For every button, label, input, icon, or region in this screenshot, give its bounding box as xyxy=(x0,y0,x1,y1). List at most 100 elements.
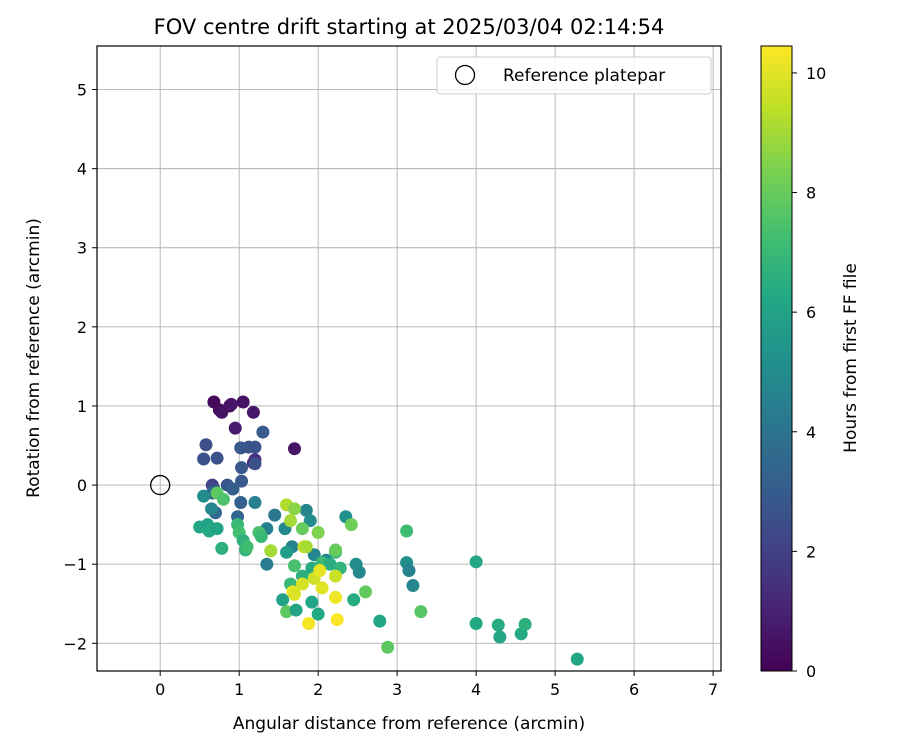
legend-label-reference: Reference platepar xyxy=(503,66,665,86)
x-tick-label: 2 xyxy=(313,680,323,699)
x-tick-label: 1 xyxy=(234,680,244,699)
colorbar-label: Hours from first FF file xyxy=(841,263,861,453)
data-point xyxy=(518,617,532,631)
x-tick-label: 5 xyxy=(550,680,560,699)
data-point xyxy=(248,440,262,454)
reference-marker-layer xyxy=(150,474,171,496)
data-point xyxy=(197,489,211,503)
data-point xyxy=(254,530,268,544)
reference-platepar-marker xyxy=(150,474,171,496)
data-point xyxy=(303,514,317,528)
data-point xyxy=(234,495,248,509)
data-point xyxy=(373,614,387,628)
data-point xyxy=(305,595,319,609)
colorbar: 0 2 4 6 8 10 Hours from first FF file xyxy=(760,45,861,681)
data-point xyxy=(287,587,301,601)
grid xyxy=(97,46,721,671)
data-point xyxy=(295,577,309,591)
plot-background xyxy=(97,46,721,671)
data-point xyxy=(199,438,213,452)
data-point xyxy=(299,540,313,554)
plot-frame xyxy=(96,45,722,672)
colorbar-gradient xyxy=(760,45,793,672)
data-point xyxy=(210,522,224,536)
data-point xyxy=(226,482,240,496)
y-tick-label: −2 xyxy=(63,634,87,653)
y-axis-label: Rotation from reference (arcmin) xyxy=(24,218,44,498)
y-tick-label: −1 xyxy=(63,555,87,574)
data-point xyxy=(287,442,301,456)
x-axis-ticks: 0 1 2 3 4 5 6 7 xyxy=(155,671,718,699)
data-point xyxy=(344,518,358,532)
y-tick-label: 2 xyxy=(77,318,87,337)
colorbar-tick-label: 10 xyxy=(806,64,826,83)
data-points xyxy=(193,395,584,666)
y-tick-label: 5 xyxy=(77,81,87,100)
data-point xyxy=(256,425,270,439)
y-tick-label: 1 xyxy=(77,397,87,416)
data-point xyxy=(491,618,505,632)
x-tick-label: 7 xyxy=(708,680,718,699)
y-tick-label: 0 xyxy=(77,476,87,495)
legend-marker-reference xyxy=(454,64,476,86)
data-point xyxy=(329,590,343,604)
y-tick-label: 3 xyxy=(77,239,87,258)
data-point xyxy=(469,555,483,569)
data-point xyxy=(284,514,298,528)
data-point xyxy=(313,564,327,578)
colorbar-tick-label: 6 xyxy=(806,303,816,322)
data-point xyxy=(299,503,313,517)
data-point xyxy=(235,461,249,475)
data-point xyxy=(264,544,278,558)
data-point xyxy=(197,452,211,466)
data-point xyxy=(469,617,483,631)
data-point xyxy=(287,502,301,516)
data-point xyxy=(329,543,343,557)
data-point xyxy=(289,603,303,617)
x-tick-label: 3 xyxy=(392,680,402,699)
data-point xyxy=(210,451,224,465)
data-point xyxy=(323,557,337,571)
data-point xyxy=(276,593,290,607)
x-axis-label: Angular distance from reference (arcmin) xyxy=(233,714,585,734)
data-point xyxy=(359,585,373,599)
data-point xyxy=(248,495,262,509)
colorbar-tick-label: 2 xyxy=(806,542,816,561)
data-point xyxy=(260,557,274,571)
data-point xyxy=(215,541,229,555)
colorbar-tick-label: 8 xyxy=(806,184,816,203)
data-point xyxy=(311,526,325,540)
data-point xyxy=(414,605,428,619)
x-tick-label: 0 xyxy=(155,680,165,699)
data-point xyxy=(352,565,366,579)
data-point xyxy=(280,545,294,559)
data-point xyxy=(216,492,230,506)
data-point xyxy=(311,607,325,621)
data-point xyxy=(287,559,301,573)
data-point xyxy=(330,613,344,627)
data-point xyxy=(236,395,250,409)
data-point xyxy=(235,474,249,488)
data-point xyxy=(315,581,329,595)
data-point xyxy=(329,569,343,583)
data-point xyxy=(295,522,309,536)
data-point xyxy=(402,564,416,578)
data-point xyxy=(240,540,254,554)
x-tick-label: 4 xyxy=(471,680,481,699)
data-point xyxy=(224,397,238,411)
legend: Reference platepar xyxy=(436,56,712,95)
legend-box xyxy=(436,56,712,95)
y-tick-label: 4 xyxy=(77,160,87,179)
data-point xyxy=(228,421,242,435)
chart-title: FOV centre drift starting at 2025/03/04 … xyxy=(154,15,665,39)
x-tick-label: 6 xyxy=(629,680,639,699)
data-point xyxy=(246,405,260,419)
data-point xyxy=(493,630,507,644)
data-point xyxy=(381,640,395,654)
data-point xyxy=(302,617,316,631)
colorbar-ticks: 0 2 4 6 8 10 xyxy=(792,64,826,681)
colorbar-tick-label: 0 xyxy=(806,662,816,681)
data-point xyxy=(248,457,262,471)
data-point xyxy=(205,502,219,516)
